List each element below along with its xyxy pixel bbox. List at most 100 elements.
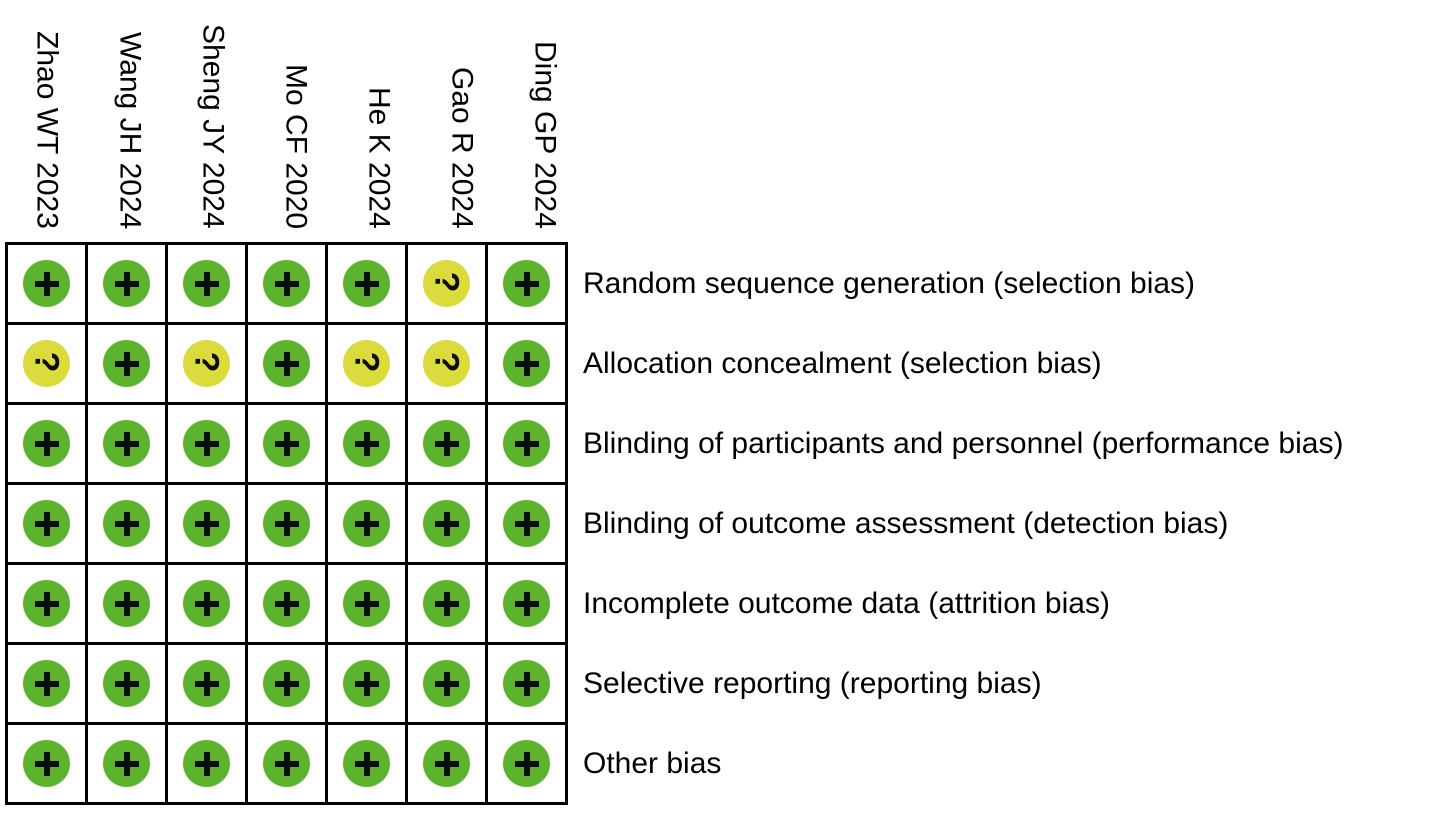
plus-icon [34, 671, 59, 696]
rob-cell [245, 642, 328, 725]
plus-icon [34, 431, 59, 456]
judgement-unclear-risk-icon: ? [423, 340, 470, 387]
rob-cell [245, 402, 328, 485]
rob-cell [485, 322, 568, 405]
judgement-low-risk-icon [343, 740, 390, 787]
plus-icon [194, 591, 219, 616]
judgement-low-risk-icon [503, 740, 550, 787]
judgement-unclear-risk-icon: ? [23, 340, 70, 387]
judgement-low-risk-icon [23, 500, 70, 547]
rob-cell [325, 562, 408, 645]
domain-label: Other bias [583, 746, 722, 780]
plus-icon [114, 351, 139, 376]
plus-icon [274, 271, 299, 296]
judgement-low-risk-icon [263, 580, 310, 627]
plus-icon [34, 751, 59, 776]
plus-icon [34, 271, 59, 296]
judgement-low-risk-icon [423, 500, 470, 547]
plus-icon [354, 271, 379, 296]
rob-cell [245, 242, 328, 325]
question-icon: ? [427, 271, 466, 292]
rob-cell [485, 482, 568, 565]
judgement-low-risk-icon [503, 660, 550, 707]
plus-icon [274, 591, 299, 616]
domain-label: Blinding of outcome assessment (detectio… [583, 506, 1229, 540]
rob-cell [325, 402, 408, 485]
judgement-low-risk-icon [183, 420, 230, 467]
rob-cell [5, 642, 88, 725]
plus-icon [274, 671, 299, 696]
plus-icon [434, 751, 459, 776]
study-label-cell: Zhao WT 2023 [5, 0, 88, 242]
judgement-low-risk-icon [23, 580, 70, 627]
study-label: Wang JH 2024 [113, 31, 147, 229]
judgement-low-risk-icon [183, 260, 230, 307]
table-row: Blinding of outcome assessment (detectio… [5, 482, 1345, 565]
plus-icon [434, 671, 459, 696]
table-row: ? Random sequence generation (selection b… [5, 242, 1345, 325]
rob-cell [405, 642, 488, 725]
plus-icon [354, 431, 379, 456]
plus-icon [514, 591, 539, 616]
rob-cell [325, 722, 408, 805]
study-label-cell: Gao R 2024 [420, 0, 503, 242]
judgement-low-risk-icon [263, 500, 310, 547]
judgement-low-risk-icon [343, 420, 390, 467]
plus-icon [274, 431, 299, 456]
judgement-low-risk-icon [103, 420, 150, 467]
plus-icon [354, 511, 379, 536]
study-label: Sheng JY 2024 [196, 24, 230, 229]
rob-cell: ? [405, 242, 488, 325]
plus-icon [354, 751, 379, 776]
rob-cell [85, 562, 168, 645]
judgement-low-risk-icon [183, 580, 230, 627]
rob-cell [405, 562, 488, 645]
study-label: He K 2024 [362, 87, 396, 229]
judgement-low-risk-icon [503, 260, 550, 307]
rob-cell [325, 482, 408, 565]
table-row: Blinding of participants and personnel (… [5, 402, 1345, 485]
table-row: ???? Allocation concealment (selection bi… [5, 322, 1345, 405]
plus-icon [114, 431, 139, 456]
rob-cell [485, 722, 568, 805]
rob-cell [165, 722, 248, 805]
judgement-low-risk-icon [343, 500, 390, 547]
judgement-low-risk-icon [103, 260, 150, 307]
study-label-cell: Sheng JY 2024 [171, 0, 254, 242]
judgement-low-risk-icon [103, 660, 150, 707]
plus-icon [434, 591, 459, 616]
plus-icon [34, 591, 59, 616]
rob-cell: ? [405, 322, 488, 405]
judgement-low-risk-icon [183, 660, 230, 707]
question-icon: ? [187, 351, 226, 372]
judgement-low-risk-icon [183, 500, 230, 547]
rob-cell [5, 402, 88, 485]
question-icon: ? [347, 351, 386, 372]
rob-cell [405, 402, 488, 485]
rob-cell [245, 562, 328, 645]
rob-cell [85, 322, 168, 405]
judgement-unclear-risk-icon: ? [423, 260, 470, 307]
rob-cell: ? [165, 322, 248, 405]
judgement-low-risk-icon [343, 580, 390, 627]
rob-cell [165, 482, 248, 565]
rob-cell [325, 642, 408, 725]
rob-cell [165, 642, 248, 725]
question-icon: ? [427, 351, 466, 372]
judgement-low-risk-icon [183, 740, 230, 787]
risk-of-bias-matrix-body: ? Random sequence generation (selection b… [5, 242, 1345, 805]
rob-cell [85, 402, 168, 485]
table-row: Selective reporting (reporting bias) [5, 642, 1345, 725]
domain-label: Blinding of participants and personnel (… [583, 426, 1344, 460]
rob-cell [245, 722, 328, 805]
judgement-low-risk-icon [23, 660, 70, 707]
judgement-low-risk-icon [263, 740, 310, 787]
study-label-cell: Mo CF 2020 [254, 0, 337, 242]
rob-cell [5, 562, 88, 645]
judgement-low-risk-icon [503, 420, 550, 467]
question-icon: ? [27, 351, 66, 372]
judgement-low-risk-icon [263, 420, 310, 467]
plus-icon [114, 591, 139, 616]
rob-cell [485, 562, 568, 645]
rob-cell [405, 722, 488, 805]
